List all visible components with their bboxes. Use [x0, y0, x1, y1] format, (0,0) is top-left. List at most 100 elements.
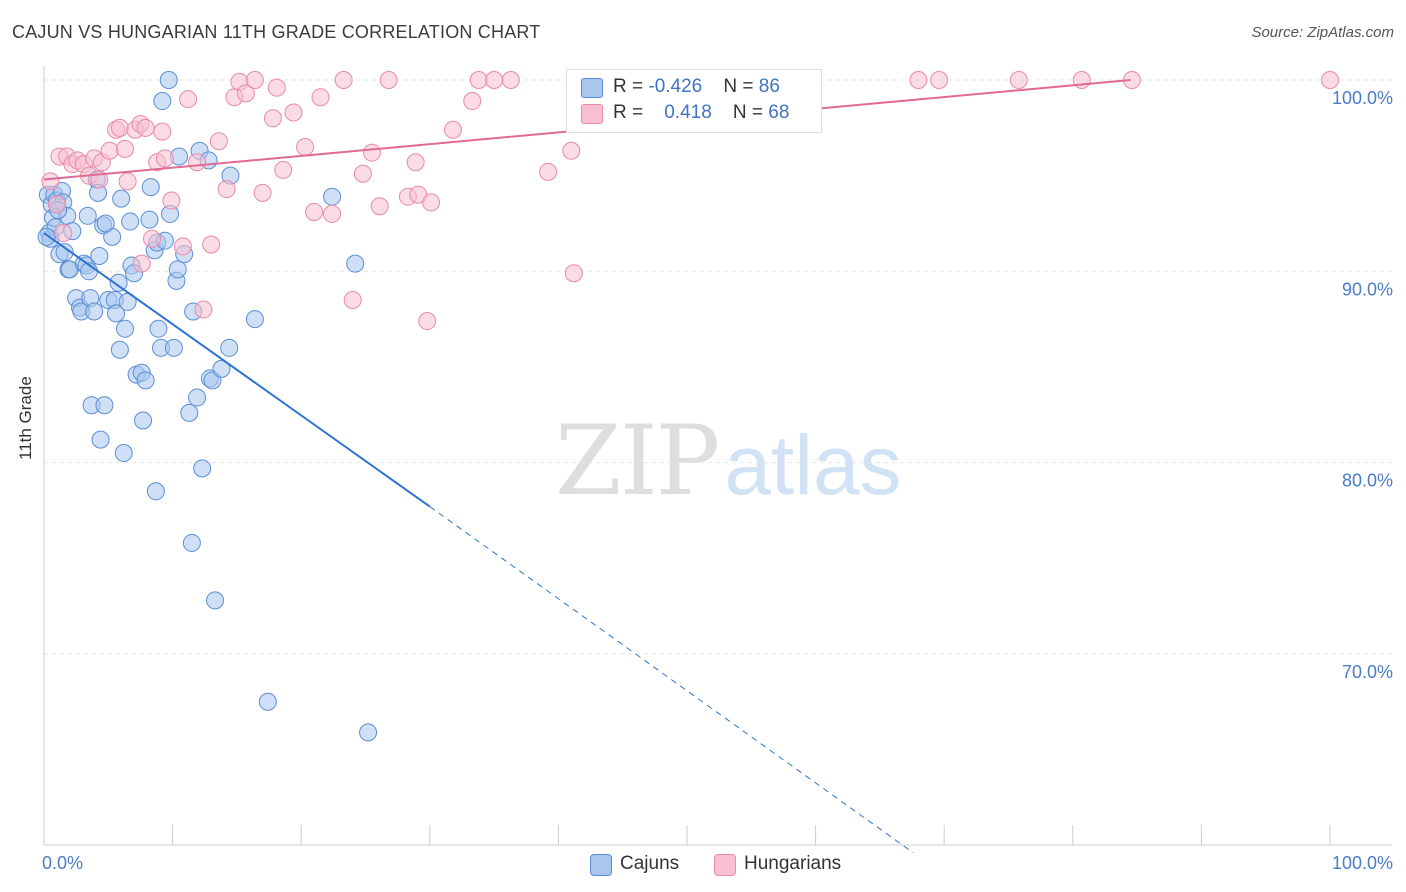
axes [43, 66, 1392, 846]
watermark-zip: ZIP [555, 405, 720, 517]
cajun-trend-extension [429, 506, 914, 854]
cajun-point [110, 340, 129, 359]
series-legend: Cajuns Hungarians [0, 852, 1406, 878]
hungarian-point [116, 139, 135, 158]
hungarian-point [47, 195, 66, 214]
legend-cajuns-label: Cajuns [620, 853, 680, 874]
cajun-point [136, 371, 155, 390]
hungarian-point [422, 193, 441, 212]
hungarian-point [562, 141, 581, 160]
cajun-point [164, 338, 183, 357]
hungarian-point [362, 143, 381, 162]
gridlines [44, 79, 1392, 655]
y-tick-label: 70.0% [1342, 662, 1393, 682]
cajun-point [206, 591, 225, 610]
hungarian-point [132, 254, 151, 273]
chart-title: CAJUN VS HUNGARIAN 11TH GRADE CORRELATIO… [12, 22, 541, 42]
hungarian-point [469, 71, 488, 89]
hungarian-point [263, 109, 282, 128]
n-label: N = [732, 102, 769, 123]
cajun-point [140, 210, 159, 229]
legend-row-text: R = -0.426 N = 86 [613, 76, 780, 98]
hungarian-point [162, 191, 181, 210]
cajun-point [107, 304, 126, 323]
hungarian-point [153, 122, 172, 141]
cajun-point [220, 338, 239, 357]
hungarian-point [1321, 71, 1339, 89]
hungarian-point [136, 118, 155, 137]
cajun-trend-line [43, 232, 431, 508]
cajun-point [182, 533, 201, 552]
hungarian-point [202, 235, 221, 254]
cajun-swatch [590, 854, 612, 876]
hungarian-point [296, 137, 315, 156]
hungarian-point [209, 132, 228, 151]
hungarian-point [100, 141, 119, 160]
hungarian-point [110, 118, 129, 137]
hungarian-point [930, 71, 949, 89]
hungarian-point [909, 71, 928, 89]
y-tick-label: 80.0% [1342, 471, 1393, 491]
x-tick-label-max: 100.0% [1332, 853, 1393, 873]
hungarian-point [379, 71, 398, 89]
hungarian-point [311, 88, 330, 107]
hungarian-point [353, 164, 372, 183]
cajun-point [168, 260, 187, 279]
correlation-legend: R = -0.426 N = 86 R = 0.418 N = 68 [566, 69, 822, 133]
cajun-point [146, 482, 165, 501]
hungarian-point [305, 202, 324, 221]
cajun-point [180, 403, 199, 422]
cajun-points [37, 71, 378, 742]
cajun-point [258, 692, 277, 711]
legend-row-text: R = 0.418 N = 68 [613, 102, 789, 124]
hungarian-point [253, 183, 272, 202]
hungarian-point [418, 312, 437, 331]
cajun-point [37, 227, 56, 246]
cajun-point [193, 459, 212, 478]
hungarian-points [41, 71, 1339, 331]
hungarian-point [343, 290, 362, 309]
cajun-point [153, 92, 172, 111]
hungarian-point [143, 229, 162, 248]
cajun-point [116, 319, 135, 338]
n-label: N = [723, 76, 759, 97]
cajun-point [109, 273, 128, 292]
cajun-point [121, 212, 140, 231]
r-value: 0.418 [664, 102, 712, 123]
hungarian-point [54, 224, 73, 243]
y-tick-label: 100.0% [1332, 88, 1393, 108]
legend-hungarians-label: Hungarians [744, 853, 842, 874]
hungarian-point [539, 162, 558, 181]
cajun-point [141, 178, 160, 197]
hungarian-point [245, 71, 264, 89]
hungarian-point [485, 71, 504, 89]
cajun-point [159, 71, 178, 89]
cajun-point [212, 359, 231, 378]
cajun-point [134, 411, 153, 430]
cajun-point [91, 430, 110, 449]
cajun-point [85, 302, 104, 321]
hungarian-point [1009, 71, 1028, 89]
cajun-point [188, 388, 207, 407]
hungarian-point [370, 197, 389, 216]
hungarian-point [463, 92, 482, 111]
r-label: R = [613, 102, 649, 123]
hungarian-point [564, 264, 583, 283]
cajun-point [114, 444, 133, 463]
cajun-point [78, 206, 97, 225]
n-value: 86 [758, 76, 780, 97]
cajun-point [55, 243, 74, 262]
watermark-atlas: atlas [724, 418, 902, 512]
cajun-point [95, 396, 114, 415]
x-tick-label-min: 0.0% [42, 853, 83, 873]
cajun-point [323, 187, 342, 206]
cajun-point [346, 254, 365, 273]
hungarian-point [118, 172, 137, 191]
hungarian-point [443, 120, 462, 139]
hungarian-point [406, 153, 425, 172]
hungarian-point [188, 153, 207, 172]
hungarian-point [179, 90, 198, 109]
tick-labels: 70.0% 80.0% 90.0% 100.0% 0.0% 100.0% [42, 88, 1393, 873]
cajun-point [245, 310, 264, 329]
hungarian-point [274, 160, 293, 179]
